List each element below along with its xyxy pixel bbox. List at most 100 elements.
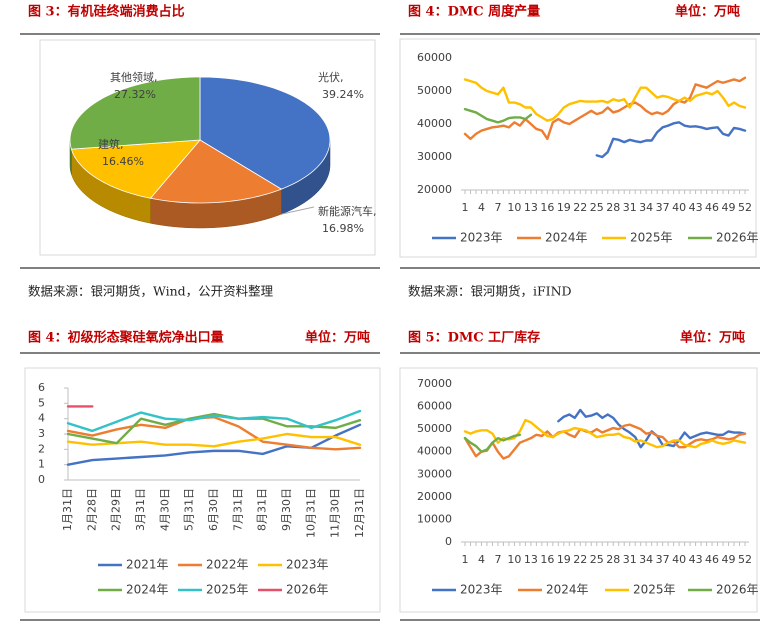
x-tick-label: 16 (540, 201, 554, 214)
legend-label: 2026年 (716, 231, 759, 245)
y-tick-label: 40000 (417, 445, 452, 458)
slice-label: 其他领域, (110, 71, 158, 84)
legend-label: 2026年 (286, 583, 329, 597)
unit-label: 单位：万吨 (675, 4, 740, 20)
x-tick-label: 7 (494, 201, 501, 214)
series-line (66, 412, 362, 445)
x-tick-label: 1 (462, 201, 469, 214)
series-line (463, 76, 747, 141)
y-tick-label: 20000 (417, 183, 452, 196)
series-line (463, 107, 533, 124)
x-tick-label: 37 (656, 553, 670, 566)
x-tick-label: 4 (478, 553, 485, 566)
x-tick-label: 9月30日 (280, 488, 293, 531)
slice-value: 39.24% (322, 88, 364, 101)
x-tick-label: 2月28日 (85, 488, 98, 531)
x-tick-label: 40 (672, 553, 686, 566)
legend-label: 2025年 (633, 583, 676, 597)
x-tick-label: 19 (557, 553, 571, 566)
chart-frame (24, 367, 381, 613)
x-tick-label: 49 (722, 201, 736, 214)
x-tick-label: 13 (524, 553, 538, 566)
x-tick-label: 10 (507, 553, 521, 566)
slice-label: 光伏, (318, 70, 344, 84)
x-tick-label: 2月29日 (110, 488, 123, 531)
unit-label: 单位：万吨 (305, 330, 370, 346)
x-tick-label: 10 (507, 201, 521, 214)
pie-slice (199, 76, 331, 190)
y-tick-label: 5 (38, 396, 45, 409)
x-tick-label: 25 (590, 553, 604, 566)
x-tick-label: 43 (689, 201, 703, 214)
legend-label: 2023年 (286, 558, 329, 572)
x-tick-label: 31 (623, 553, 637, 566)
x-tick-label: 31 (623, 201, 637, 214)
slice-label: 新能源汽车, (318, 204, 377, 218)
leader-line (281, 206, 315, 215)
legend-label: 2026年 (716, 583, 759, 597)
chart-frame (39, 39, 376, 256)
y-tick-label: 1 (38, 458, 45, 471)
y-tick-label: 60000 (417, 400, 452, 413)
x-tick-label: 25 (590, 201, 604, 214)
legend-label: 2024年 (545, 231, 588, 245)
chart-title: 图 4：DMC 周度产量 (408, 4, 540, 20)
x-tick-label: 22 (573, 201, 587, 214)
x-tick-label: 52 (738, 201, 752, 214)
x-tick-label: 7 (494, 553, 501, 566)
legend-label: 2021年 (126, 558, 169, 572)
y-tick-label: 30000 (417, 150, 452, 163)
x-tick-label: 52 (738, 553, 752, 566)
y-tick-label: 2 (38, 442, 45, 455)
chart-frame (399, 38, 757, 258)
pie-slice (69, 76, 201, 150)
series-line (463, 78, 747, 122)
x-tick-label: 4月30日 (158, 488, 171, 531)
y-tick-label: 0 (445, 535, 452, 548)
slice-value: 27.32% (114, 88, 156, 101)
y-tick-label: 70000 (417, 377, 452, 390)
y-tick-label: 3 (38, 427, 45, 440)
source-note: 数据来源：银河期货，iFIND (408, 284, 572, 299)
x-tick-label: 11月30日 (329, 488, 342, 538)
x-tick-label: 34 (639, 201, 653, 214)
chart-frame (399, 367, 758, 613)
x-tick-label: 10月31日 (304, 488, 317, 538)
series-line (463, 418, 747, 449)
x-tick-label: 16 (540, 553, 554, 566)
slice-value: 16.46% (102, 155, 144, 168)
x-tick-label: 49 (722, 553, 736, 566)
y-tick-label: 30000 (417, 467, 452, 480)
slice-value: 16.98% (322, 222, 364, 235)
x-tick-label: 1月31日 (61, 488, 74, 531)
chart-title: 图 5：DMC 工厂库存 (408, 330, 540, 346)
x-tick-label: 46 (705, 553, 719, 566)
y-tick-label: 50000 (417, 84, 452, 97)
legend-label: 2023年 (460, 231, 503, 245)
series-line (595, 121, 747, 159)
y-tick-label: 40000 (417, 117, 452, 130)
y-tick-label: 50000 (417, 422, 452, 435)
pie-slice (70, 139, 201, 199)
legend-label: 2025年 (206, 583, 249, 597)
x-tick-label: 34 (639, 553, 653, 566)
x-tick-label: 5月31日 (183, 488, 196, 531)
series-line (66, 415, 362, 451)
x-tick-label: 4 (478, 201, 485, 214)
y-tick-label: 10000 (417, 512, 452, 525)
x-tick-label: 28 (606, 201, 620, 214)
x-tick-label: 28 (606, 553, 620, 566)
series-line (463, 423, 747, 460)
y-tick-label: 60000 (417, 51, 452, 64)
x-tick-label: 19 (557, 201, 571, 214)
x-tick-label: 43 (689, 553, 703, 566)
chart-title: 图 4：初级形态聚硅氧烷净出口量 (28, 330, 224, 346)
source-note: 数据来源：银河期货，Wind，公开资料整理 (28, 284, 274, 299)
x-tick-label: 13 (524, 201, 538, 214)
y-tick-label: 0 (38, 473, 45, 486)
unit-label: 单位：万吨 (680, 330, 745, 346)
legend-label: 2025年 (630, 231, 673, 245)
x-tick-label: 1 (462, 553, 469, 566)
